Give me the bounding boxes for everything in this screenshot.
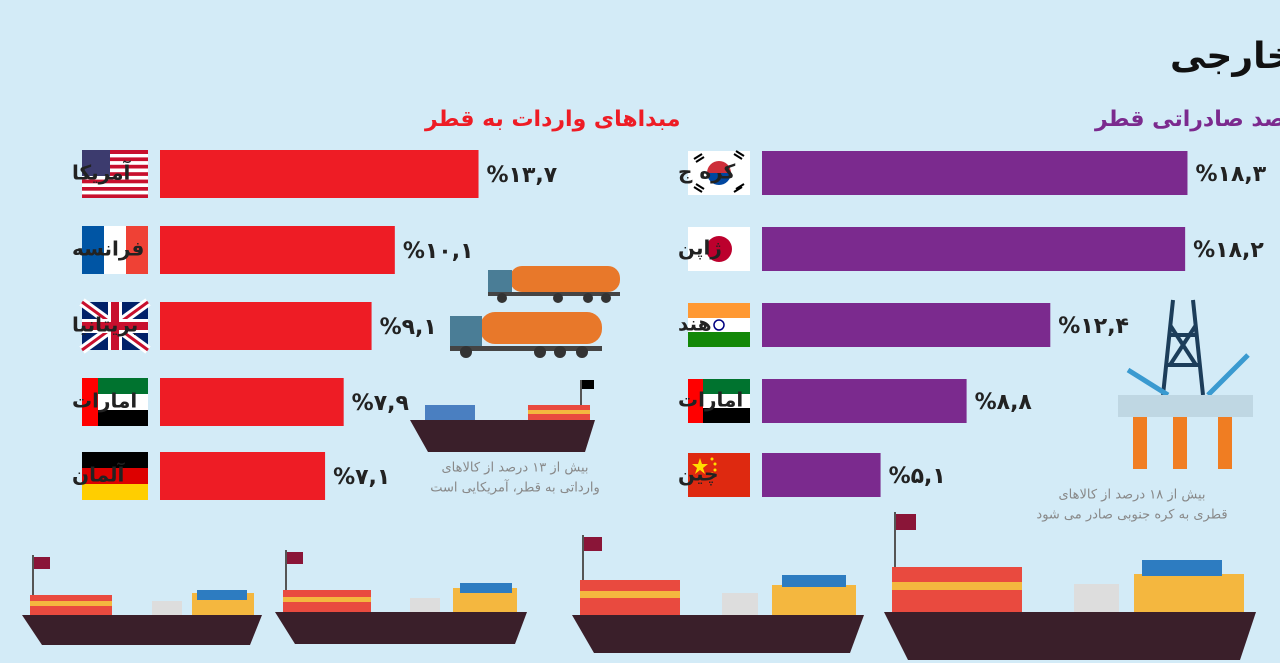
- title: پنج شریک بزرگ قطر در زمینه تجارت خارجی: [1170, 34, 1280, 77]
- bar: [160, 302, 372, 350]
- flag-uk: [79, 298, 151, 354]
- bar: [762, 227, 1186, 271]
- truck: [450, 312, 602, 358]
- value-label: %۷,۹: [352, 391, 409, 416]
- category-label: آلمان: [72, 462, 125, 487]
- flag-japan: [688, 227, 750, 271]
- bar: [762, 379, 967, 423]
- value-label: %۱۸,۲: [1193, 238, 1264, 263]
- category-label: بریتانیا: [72, 313, 138, 337]
- truck: [488, 266, 620, 303]
- chart-subtitle: مقاصد صادراتی قطر: [1094, 107, 1280, 132]
- bar: [160, 226, 395, 274]
- value-label: %۱۰,۱: [403, 239, 474, 264]
- ship: [572, 535, 864, 653]
- chart-subtitle: مبداهای واردات به قطر: [424, 107, 680, 132]
- oil-rig: [1118, 299, 1253, 469]
- flag-france: [82, 226, 148, 274]
- bar: [160, 150, 479, 198]
- bar: [160, 452, 326, 500]
- ship: [275, 550, 527, 644]
- bar: [762, 453, 881, 497]
- value-label: %۷,۱: [333, 465, 390, 490]
- flag-uae: [688, 379, 750, 423]
- category-label: فرانسه: [72, 237, 144, 261]
- ship: [884, 512, 1256, 660]
- category-label: آمریکا: [72, 160, 131, 185]
- annotation: بیش از ۱۸ درصد از کالاهای: [1058, 488, 1205, 503]
- ship: [22, 555, 262, 645]
- flag-uae: [82, 378, 148, 426]
- category-label: امارات: [678, 388, 743, 412]
- value-label: %۱۲,۴: [1058, 314, 1129, 339]
- value-label: %۱۳,۷: [487, 163, 558, 188]
- category-label: چین: [678, 462, 719, 487]
- bar: [160, 378, 344, 426]
- category-label: ژاپن: [678, 236, 722, 261]
- bar: [762, 151, 1188, 195]
- annotation: بیش از ۱۳ درصد از کالاهای: [441, 461, 588, 476]
- ship: [410, 380, 595, 452]
- flag-korea: [688, 150, 750, 195]
- value-label: %۱۸,۳: [1195, 162, 1266, 187]
- annotation: وارداتی به قطر، آمریکایی است: [430, 479, 600, 496]
- flag-usa: [82, 150, 148, 198]
- annotation: قطری به کره جنوبی صادر می شود: [1036, 508, 1227, 523]
- value-label: %۵,۱: [889, 464, 946, 489]
- value-label: %۸,۸: [975, 390, 1033, 415]
- bar: [762, 303, 1051, 347]
- flag-india: [688, 303, 750, 347]
- category-label: کره ج: [678, 160, 736, 184]
- flag-china: [688, 453, 750, 497]
- value-label: %۹,۱: [380, 315, 437, 340]
- category-label: هند: [678, 312, 712, 336]
- flag-germany: [82, 452, 148, 500]
- category-label: امارات: [72, 389, 137, 413]
